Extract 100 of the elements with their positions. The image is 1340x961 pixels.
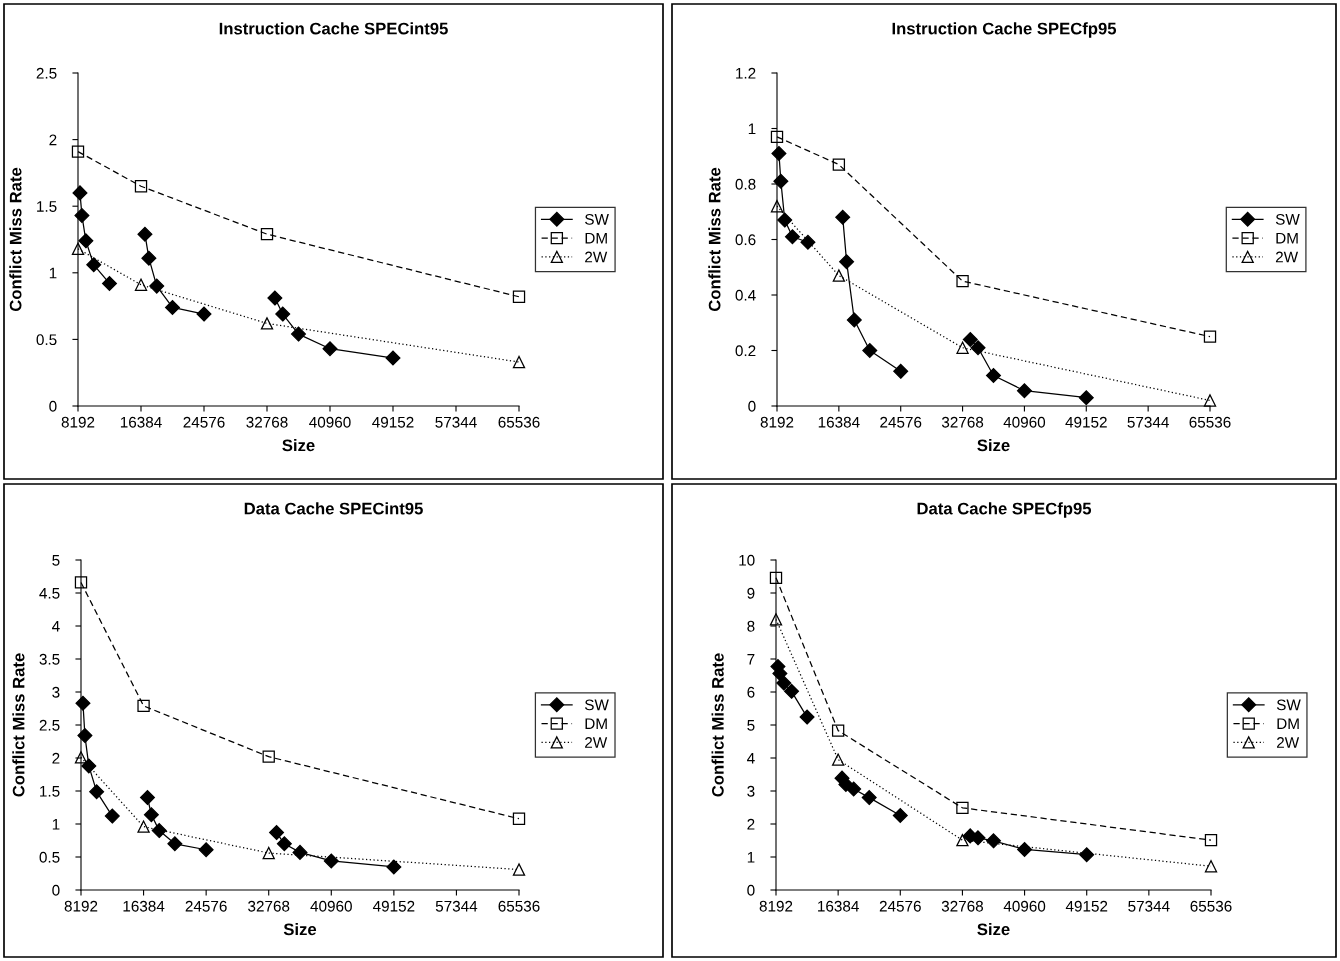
- legend-label: SW: [585, 213, 609, 225]
- point: [134, 278, 148, 291]
- point: [1204, 833, 1218, 847]
- point: [773, 173, 789, 189]
- x-tick-label: 65536: [1190, 900, 1232, 912]
- x-tick-label: 49152: [1065, 416, 1107, 428]
- x-tick-label: 24576: [880, 416, 922, 428]
- y-tick-label: 0.8: [735, 178, 756, 190]
- y-tick-label: 0.5: [39, 851, 60, 863]
- x-tick-label: 65536: [1189, 416, 1231, 428]
- y-tick-label: 2: [747, 818, 755, 830]
- point: [800, 234, 816, 250]
- legend-label: DM: [1277, 718, 1299, 729]
- point: [956, 274, 969, 288]
- x-axis-title: Size: [977, 438, 1010, 452]
- point: [956, 833, 969, 847]
- chart-title: Instruction Cache SPECfp95: [892, 22, 1117, 38]
- y-tick-label: 7: [747, 654, 755, 665]
- x-tick-label: 8192: [61, 416, 95, 428]
- legend-label: DM: [1276, 232, 1298, 244]
- point: [267, 290, 283, 306]
- x-tick-label: 49152: [1065, 900, 1108, 912]
- y-tick-label: 1.2: [736, 67, 756, 79]
- y-tick-label: 10: [739, 554, 755, 566]
- point: [986, 833, 1001, 849]
- point: [512, 355, 526, 369]
- x-tick-label: 57344: [435, 416, 477, 428]
- point: [784, 229, 800, 245]
- x-axis-title: Size: [283, 922, 317, 936]
- point: [962, 331, 978, 347]
- point: [1079, 847, 1095, 863]
- point: [149, 278, 165, 294]
- point: [74, 751, 88, 764]
- x-tick-label: 57344: [1128, 900, 1170, 912]
- y-tick-label: 2: [52, 752, 60, 764]
- y-tick-label: 2: [49, 134, 57, 146]
- x-tick-label: 24576: [185, 900, 227, 912]
- x-tick-label: 32768: [246, 416, 288, 428]
- legend-label: DM: [585, 232, 607, 244]
- point: [262, 750, 275, 763]
- point: [832, 158, 846, 171]
- y-axis-title: Conflict Miss Rate: [708, 167, 721, 312]
- point: [769, 571, 783, 585]
- point: [102, 275, 117, 291]
- y-tick-label: 1: [49, 267, 57, 279]
- y-tick-label: 2.5: [36, 67, 57, 79]
- point: [198, 842, 214, 858]
- point: [151, 823, 167, 839]
- y-tick-label: 8: [747, 620, 755, 632]
- point: [861, 790, 877, 806]
- y-axis-title: Conflict Miss Rate: [711, 653, 724, 797]
- y-tick-label: 0.2: [735, 345, 756, 357]
- point: [831, 724, 845, 737]
- point: [1204, 860, 1218, 873]
- legend-label: 2W: [1275, 251, 1299, 263]
- point: [167, 836, 183, 852]
- point: [1203, 394, 1217, 407]
- x-tick-label: 57344: [435, 900, 478, 912]
- x-tick-label: 40960: [310, 900, 352, 912]
- point: [770, 130, 784, 144]
- y-tick-label: 4.5: [39, 588, 60, 599]
- point: [846, 312, 862, 328]
- legend-label: DM: [585, 718, 607, 729]
- point: [512, 812, 526, 825]
- x-tick-label: 65536: [498, 416, 540, 428]
- x-tick-label: 32768: [941, 416, 984, 428]
- point: [71, 242, 85, 256]
- point: [777, 212, 793, 228]
- y-tick-label: 1.5: [37, 201, 57, 212]
- point: [512, 863, 526, 876]
- point: [81, 758, 97, 774]
- y-tick-label: 1.5: [40, 786, 60, 797]
- point: [165, 299, 180, 315]
- y-tick-label: 0: [49, 400, 57, 412]
- point: [322, 341, 338, 357]
- legend-label: 2W: [1277, 737, 1300, 748]
- x-axis-title: Size: [282, 438, 315, 452]
- point: [139, 790, 155, 806]
- chart-title: Data Cache SPECfp95: [917, 502, 1092, 518]
- point: [831, 753, 845, 766]
- y-tick-label: 1: [747, 852, 755, 863]
- y-tick-label: 4: [52, 621, 60, 632]
- point: [74, 576, 88, 589]
- x-tick-label: 40960: [309, 416, 351, 428]
- point: [260, 227, 274, 241]
- legend-label: SW: [584, 699, 609, 711]
- point: [72, 185, 88, 201]
- x-tick-label: 16384: [123, 900, 165, 912]
- y-tick-label: 3: [52, 686, 60, 698]
- y-tick-label: 2.5: [39, 719, 60, 731]
- point: [141, 250, 157, 266]
- point: [770, 200, 784, 213]
- point: [104, 808, 120, 824]
- y-tick-label: 1: [52, 819, 60, 830]
- point: [260, 317, 274, 330]
- point: [986, 367, 1001, 383]
- y-tick-label: 6: [747, 686, 755, 698]
- point: [71, 145, 85, 158]
- point: [832, 269, 846, 282]
- x-tick-label: 24576: [183, 416, 225, 428]
